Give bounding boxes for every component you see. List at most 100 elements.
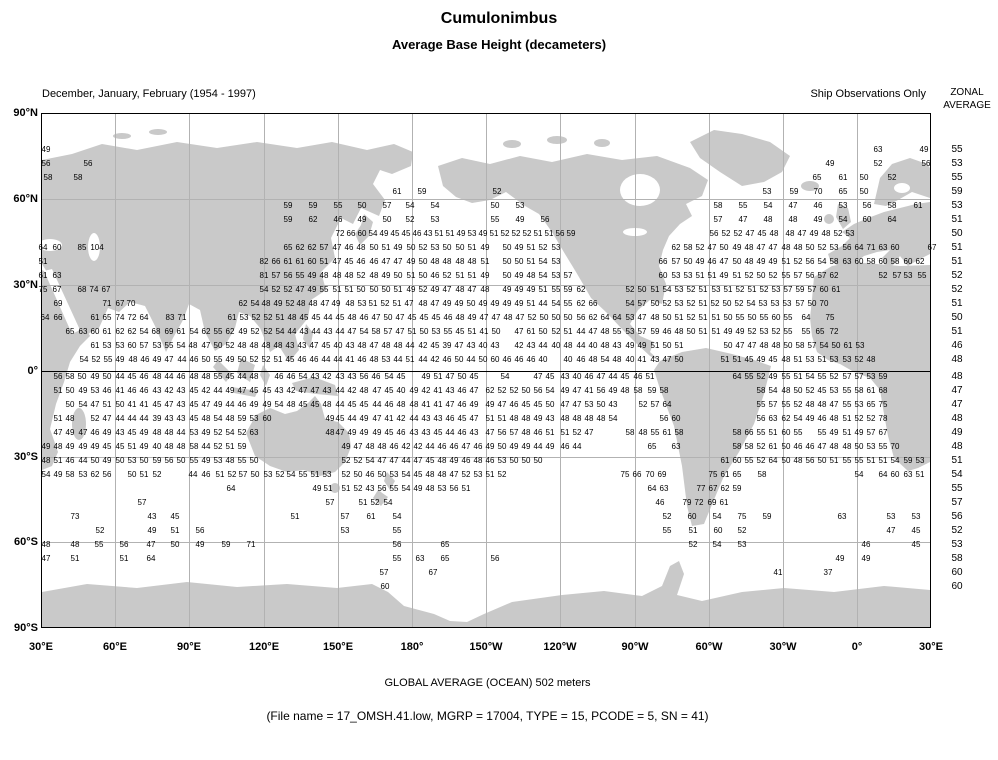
zonal-average-value: 53 [951,200,963,211]
lon-axis-label: 0° [851,641,863,653]
grid-line-vertical [115,114,116,627]
zonal-average-value: 53 [951,539,963,550]
lat-axis-label: 90°N [13,107,38,119]
lat-axis-label: 60°S [14,536,38,548]
zonal-average-value: 59 [951,186,963,197]
lat-axis-label: 60°N [13,193,38,205]
lon-axis-label: 150°E [322,641,354,653]
black-sea [42,239,62,251]
equator-line [42,371,930,372]
continent-europe [828,202,930,270]
grid-line-vertical [709,114,710,627]
scandinavia [874,158,930,206]
arctic-island-5 [149,129,167,135]
zonal-average-value: 51 [951,298,963,309]
borneo [237,358,255,382]
madagascar [72,408,86,440]
philippines [303,324,313,349]
lat-axis-label: 0° [27,365,38,377]
lon-axis-label: 120°W [543,641,577,653]
zonal-header-line2: AVERAGE [943,100,991,111]
global-average-label: GLOBAL AVERAGE (OCEAN) 502 meters [384,677,591,689]
zonal-average-value: 60 [951,581,963,592]
grid-line-horizontal [42,457,930,458]
persian-gulf [109,311,119,317]
british-isles [836,204,851,229]
sulawesi [260,365,270,386]
season-label: December, January, February (1954 - 1997… [42,88,256,100]
zonal-average-value: 52 [951,525,963,536]
zonal-average-value: 54 [951,469,963,480]
zonal-average-value: 52 [951,284,963,295]
grid-line-vertical [783,114,784,627]
zonal-average-value: 60 [951,567,963,578]
lon-axis-label: 60°E [103,641,127,653]
zonal-average-value: 51 [951,326,963,337]
lon-axis-label: 30°E [919,641,943,653]
grid-line-vertical [560,114,561,627]
lon-axis-label: 150°W [469,641,503,653]
zonal-average-value: 48 [951,413,963,424]
tasmania [330,483,340,493]
continent-south-america [654,348,771,526]
grid-line-vertical [264,114,265,627]
zonal-average-value: 52 [951,270,963,281]
ireland [824,214,834,224]
grid-lines-layer [42,114,930,627]
source-label: Ship Observations Only [810,88,926,100]
grid-line-vertical [338,114,339,627]
grid-line-horizontal [42,542,930,543]
grid-line-vertical [189,114,190,627]
lat-axis-label: 30°N [13,279,38,291]
zonal-average-value: 51 [951,214,963,225]
continent-eurasia [42,142,413,362]
zonal-average-header: ZONAL AVERAGE [937,86,997,112]
grid-line-vertical [412,114,413,627]
zonal-average-value: 46 [951,340,963,351]
lon-axis-label: 30°W [769,641,797,653]
baltic-sea [894,183,910,193]
zonal-average-value: 55 [951,144,963,155]
lon-axis-label: 120°E [248,641,280,653]
lon-axis-label: 180° [400,641,424,653]
zonal-average-value: 48 [951,371,963,382]
continent-africa-east [42,270,90,470]
java [232,387,258,397]
greenland [690,130,790,186]
page-subtitle: Average Base Height (decameters) [391,37,607,52]
arctic-island-3 [594,139,610,147]
grid-line-vertical [635,114,636,627]
grid-line-vertical [486,114,487,627]
zonal-header-line1: ZONAL [950,87,984,98]
grid-line-horizontal [42,199,930,200]
zonal-average-value: 51 [951,256,963,267]
grid-line-vertical [857,114,858,627]
japan [355,214,373,245]
continent-africa-west [810,262,930,471]
hudson-bay [620,174,660,206]
new-zealand-south [373,490,388,506]
zonal-average-value: 51 [951,242,963,253]
grid-line-horizontal [42,285,930,286]
arctic-island-1 [503,140,521,148]
map-area [41,113,931,628]
zonal-average-value: 48 [951,441,963,452]
iceland [801,181,819,191]
lon-axis-label: 90°W [621,641,649,653]
zonal-average-value: 48 [951,354,963,365]
lon-axis-label: 30°E [29,641,53,653]
lon-axis-label: 60°W [695,641,723,653]
zonal-average-value: 51 [951,455,963,466]
zonal-average-value: 50 [951,312,963,323]
arctic-island-4 [113,133,131,139]
continent-australia [246,396,351,476]
new-zealand-north [384,472,395,490]
lon-axis-label: 90°E [177,641,201,653]
zonal-average-value: 50 [951,228,963,239]
zonal-average-value: 56 [951,511,963,522]
lat-axis-label: 30°S [14,451,38,463]
zonal-average-value: 57 [951,497,963,508]
zonal-average-value: 47 [951,399,963,410]
file-info-label: (File name = 17_OMSH.41.low, MGRP = 1700… [266,709,709,723]
